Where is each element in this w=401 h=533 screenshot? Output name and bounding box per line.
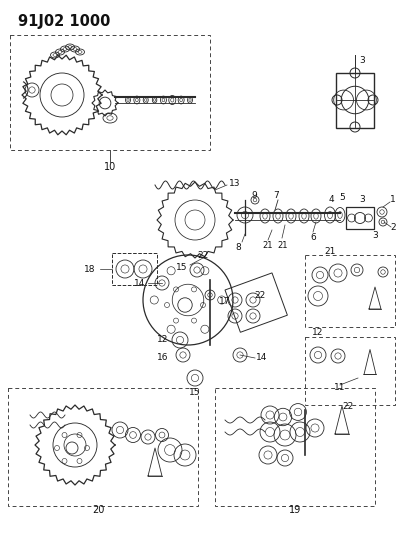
Text: 10: 10 [103, 162, 116, 172]
Text: 15: 15 [189, 389, 200, 398]
Text: 15: 15 [176, 263, 187, 272]
Text: 12: 12 [157, 335, 168, 344]
Text: 7: 7 [272, 191, 278, 200]
Text: 8: 8 [235, 243, 240, 252]
Text: 11: 11 [333, 384, 345, 392]
Text: 6: 6 [309, 232, 315, 241]
Text: 22: 22 [254, 290, 265, 300]
Text: 19: 19 [288, 505, 300, 515]
Bar [10, 35, 209, 150]
Text: 16: 16 [157, 353, 168, 362]
Text: 4: 4 [327, 196, 333, 205]
Bar [304, 255, 394, 327]
Text: 2: 2 [389, 223, 395, 232]
Text: 14: 14 [134, 279, 145, 287]
Text: 5: 5 [338, 193, 344, 203]
Text: 9: 9 [251, 190, 256, 199]
Bar [215, 388, 374, 506]
Text: 3: 3 [371, 230, 377, 239]
Bar [8, 388, 198, 506]
Text: 3: 3 [358, 196, 364, 205]
Bar [345, 207, 373, 229]
Text: 1: 1 [389, 196, 395, 205]
Text: 12: 12 [312, 328, 323, 337]
Text: 13: 13 [229, 179, 240, 188]
Bar [304, 337, 394, 405]
Text: 21: 21 [277, 240, 288, 249]
Text: 21: 21 [324, 246, 335, 255]
Text: 20: 20 [91, 505, 104, 515]
Text: 14: 14 [256, 353, 267, 362]
Text: 18: 18 [84, 264, 95, 273]
Bar [335, 72, 373, 127]
Text: 3: 3 [358, 55, 364, 64]
Bar [112, 253, 157, 285]
Text: 22: 22 [197, 251, 208, 260]
Bar [225, 273, 287, 332]
Text: 17: 17 [219, 297, 230, 306]
Text: 22: 22 [342, 402, 353, 411]
Text: 91J02 1000: 91J02 1000 [18, 14, 110, 29]
Text: 21: 21 [262, 241, 273, 251]
